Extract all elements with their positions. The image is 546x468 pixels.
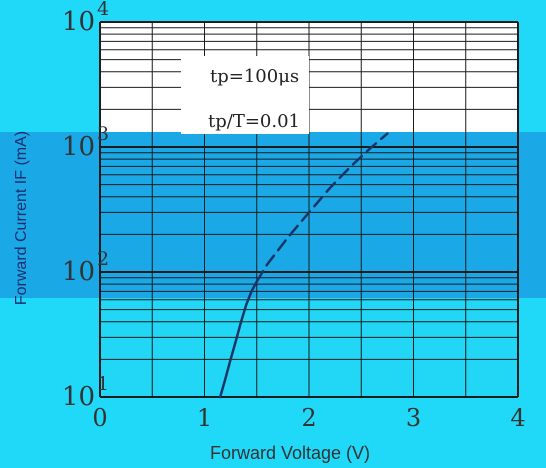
- y-tick-base: 10: [62, 257, 95, 287]
- x-tick-label: 1: [197, 404, 212, 432]
- plot-band-panel: [0, 132, 546, 298]
- annotation-box-frame: [181, 56, 309, 134]
- x-tick-label: 0: [92, 404, 107, 432]
- y-tick-base: 10: [62, 132, 95, 162]
- y-tick-label: 10 2: [62, 248, 109, 287]
- y-tick-exponent: 3: [97, 123, 109, 145]
- x-tick-label: 3: [406, 404, 421, 432]
- y-tick-exponent: 2: [97, 248, 109, 270]
- y-tick-base: 10: [62, 382, 95, 412]
- annotation-duty-cycle: tp/T=0.01: [208, 111, 300, 132]
- y-tick-exponent: 1: [97, 373, 109, 395]
- annotation-pulse-width: tp=100μs: [210, 66, 299, 87]
- y-tick-exponent: 4: [97, 0, 109, 20]
- y-tick-label: 10 3: [62, 123, 109, 162]
- y-tick-label: 10 1: [62, 373, 109, 412]
- series-line-solid: [218, 280, 259, 399]
- x-tick-labels: 0 1 2 3 4: [92, 404, 525, 432]
- series-line-dashed: [255, 132, 389, 283]
- y-tick-label: 10 4: [62, 0, 109, 37]
- x-tick-label: 2: [301, 404, 316, 432]
- annotation-box: tp=100μs tp/T=0.01: [181, 56, 309, 134]
- x-axis-label: Forward Voltage (V): [210, 443, 370, 463]
- x-tick-label: 4: [510, 404, 525, 432]
- y-axis-label: Forward Current IF (mA): [13, 131, 30, 305]
- y-tick-base: 10: [62, 7, 95, 37]
- curve-layer: [218, 132, 389, 399]
- grid-lines: [99, 21, 519, 398]
